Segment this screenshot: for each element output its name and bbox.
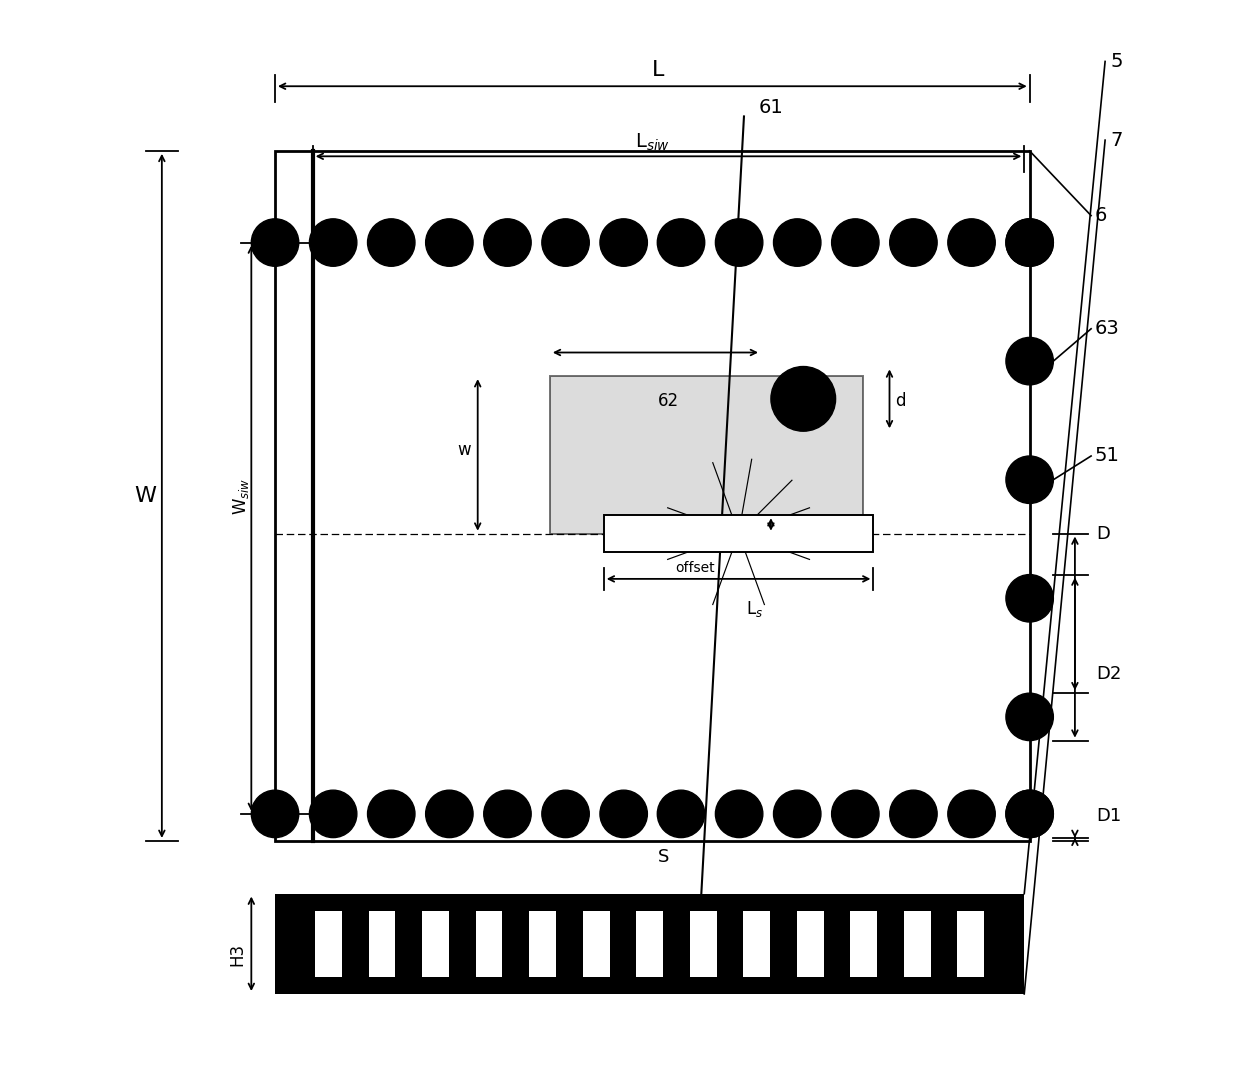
- Circle shape: [771, 367, 836, 431]
- Circle shape: [1006, 575, 1053, 622]
- Circle shape: [1006, 456, 1053, 503]
- Bar: [957, 911, 985, 977]
- Bar: [368, 911, 396, 977]
- Circle shape: [890, 790, 937, 838]
- Circle shape: [657, 790, 704, 838]
- Bar: [851, 911, 877, 977]
- Bar: [904, 911, 930, 977]
- Circle shape: [1006, 219, 1053, 266]
- Circle shape: [947, 219, 996, 266]
- Text: W: W: [135, 486, 156, 506]
- Text: 63: 63: [1095, 319, 1118, 338]
- Text: w: w: [456, 441, 470, 458]
- Circle shape: [1006, 219, 1053, 266]
- Text: 6: 6: [1095, 206, 1106, 225]
- Bar: [583, 911, 610, 977]
- Circle shape: [600, 219, 647, 266]
- Circle shape: [600, 790, 647, 838]
- Bar: [743, 911, 770, 977]
- Circle shape: [1006, 790, 1053, 838]
- Circle shape: [774, 219, 821, 266]
- Circle shape: [774, 790, 821, 838]
- Text: 51: 51: [1095, 446, 1120, 466]
- Circle shape: [252, 219, 299, 266]
- Circle shape: [542, 219, 589, 266]
- Text: S: S: [657, 848, 668, 866]
- Circle shape: [715, 219, 763, 266]
- Circle shape: [832, 790, 879, 838]
- Bar: [476, 911, 502, 977]
- Bar: [689, 911, 717, 977]
- Text: D1: D1: [1096, 807, 1122, 825]
- Bar: [315, 911, 342, 977]
- Bar: [797, 911, 823, 977]
- Bar: [549, 376, 863, 534]
- Circle shape: [1006, 337, 1053, 385]
- Text: d: d: [895, 392, 905, 410]
- Circle shape: [367, 790, 415, 838]
- Circle shape: [252, 790, 299, 838]
- Circle shape: [425, 219, 474, 266]
- Circle shape: [310, 790, 357, 838]
- Circle shape: [657, 219, 704, 266]
- Bar: [275, 151, 1029, 841]
- Bar: [529, 911, 556, 977]
- Text: D: D: [1096, 525, 1110, 542]
- Bar: [275, 894, 1024, 911]
- Text: D2: D2: [1096, 665, 1122, 682]
- Circle shape: [947, 790, 996, 838]
- Circle shape: [1006, 790, 1053, 838]
- Text: L: L: [651, 60, 663, 80]
- Bar: [422, 911, 449, 977]
- Bar: [275, 911, 1024, 977]
- Text: 5: 5: [1111, 52, 1123, 71]
- Circle shape: [715, 790, 763, 838]
- Text: W$_{siw}$: W$_{siw}$: [231, 478, 250, 514]
- Bar: [275, 977, 1024, 994]
- Circle shape: [484, 790, 531, 838]
- Circle shape: [310, 219, 357, 266]
- Circle shape: [832, 219, 879, 266]
- Text: 61: 61: [759, 98, 784, 118]
- Circle shape: [367, 219, 415, 266]
- Text: offset: offset: [676, 562, 715, 575]
- Text: L$_s$: L$_s$: [746, 599, 764, 619]
- Text: H3: H3: [228, 942, 247, 966]
- Text: 7: 7: [1111, 130, 1123, 150]
- Circle shape: [484, 219, 531, 266]
- Circle shape: [1006, 693, 1053, 741]
- Text: L$_{siw}$: L$_{siw}$: [635, 132, 670, 153]
- Circle shape: [542, 790, 589, 838]
- Circle shape: [890, 219, 937, 266]
- Circle shape: [425, 790, 474, 838]
- Bar: [604, 515, 873, 552]
- Bar: [636, 911, 663, 977]
- Text: 62: 62: [658, 392, 680, 410]
